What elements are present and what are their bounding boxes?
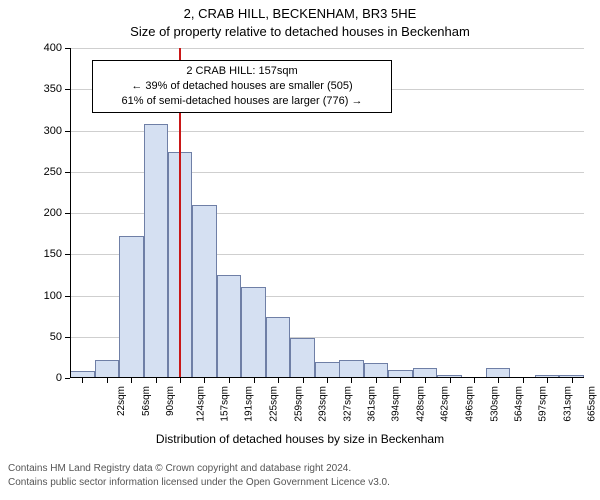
y-tick-label: 100 [32, 290, 62, 302]
x-tick-label: 665sqm [587, 386, 598, 422]
x-tick [303, 378, 304, 383]
histogram-bar [192, 205, 217, 378]
x-tick-label: 22sqm [116, 386, 127, 416]
histogram-bar [119, 236, 144, 378]
histogram-bar [339, 360, 364, 378]
x-tick-label: 293sqm [318, 386, 329, 422]
x-tick [107, 378, 108, 383]
x-tick [450, 378, 451, 383]
x-tick-label: 90sqm [165, 386, 176, 416]
x-tick-label: 597sqm [538, 386, 549, 422]
x-tick [376, 378, 377, 383]
histogram-bar [315, 362, 340, 379]
x-tick [204, 378, 205, 383]
y-tick-label: 300 [32, 125, 62, 137]
x-tick-label: 564sqm [514, 386, 525, 422]
chart-subtitle: Size of property relative to detached ho… [0, 24, 600, 39]
x-axis-label: Distribution of detached houses by size … [0, 432, 600, 446]
x-tick [474, 378, 475, 383]
x-tick [156, 378, 157, 383]
y-tick-label: 50 [32, 331, 62, 343]
x-tick [547, 378, 548, 383]
chart-title-line1: 2, CRAB HILL, BECKENHAM, BR3 5HE [0, 6, 600, 21]
x-tick-label: 259sqm [293, 386, 304, 422]
x-tick-label: 428sqm [415, 386, 426, 422]
x-tick-label: 631sqm [562, 386, 573, 422]
x-tick [131, 378, 132, 383]
histogram-bar [241, 287, 266, 378]
x-tick [180, 378, 181, 383]
x-tick-label: 56sqm [141, 386, 152, 416]
x-tick-label: 361sqm [367, 386, 378, 422]
x-tick [425, 378, 426, 383]
footer-line-2: Contains public sector information licen… [8, 476, 390, 489]
x-tick-label: 462sqm [440, 386, 451, 422]
x-tick-label: 496sqm [465, 386, 476, 422]
histogram-bar [290, 338, 315, 378]
x-tick-label: 530sqm [489, 386, 500, 422]
x-tick-label: 327sqm [342, 386, 353, 422]
x-tick [254, 378, 255, 383]
annotation-line-2: ← 39% of detached houses are smaller (50… [99, 79, 385, 94]
chart-container: { "titles": { "line1": "2, CRAB HILL, BE… [0, 0, 600, 500]
annotation-line-1: 2 CRAB HILL: 157sqm [99, 64, 385, 79]
y-tick-label: 350 [32, 83, 62, 95]
x-tick-label: 157sqm [219, 386, 230, 422]
histogram-bar [144, 124, 169, 378]
x-tick-label: 225sqm [269, 386, 280, 422]
footer-line-1: Contains HM Land Registry data © Crown c… [8, 462, 351, 475]
x-tick-label: 124sqm [196, 386, 207, 422]
x-tick [572, 378, 573, 383]
histogram-bar [266, 317, 291, 378]
histogram-bar [95, 360, 120, 378]
x-tick-label: 191sqm [244, 386, 255, 422]
histogram-bar [217, 275, 242, 378]
y-tick-label: 250 [32, 166, 62, 178]
y-tick [65, 378, 70, 379]
x-tick-label: 394sqm [391, 386, 402, 422]
y-tick-label: 400 [32, 42, 62, 54]
x-tick [351, 378, 352, 383]
annotation-line-3: 61% of semi-detached houses are larger (… [99, 94, 385, 109]
histogram-bar [364, 363, 389, 378]
annotation-box: 2 CRAB HILL: 157sqm ← 39% of detached ho… [92, 60, 392, 113]
x-tick [327, 378, 328, 383]
y-tick-label: 200 [32, 207, 62, 219]
x-tick [82, 378, 83, 383]
y-axis-line [70, 48, 71, 378]
y-tick-label: 0 [32, 372, 62, 384]
x-tick [498, 378, 499, 383]
gridline [70, 48, 584, 49]
x-tick [229, 378, 230, 383]
x-tick [523, 378, 524, 383]
y-tick-label: 150 [32, 248, 62, 260]
x-tick [400, 378, 401, 383]
x-tick [278, 378, 279, 383]
